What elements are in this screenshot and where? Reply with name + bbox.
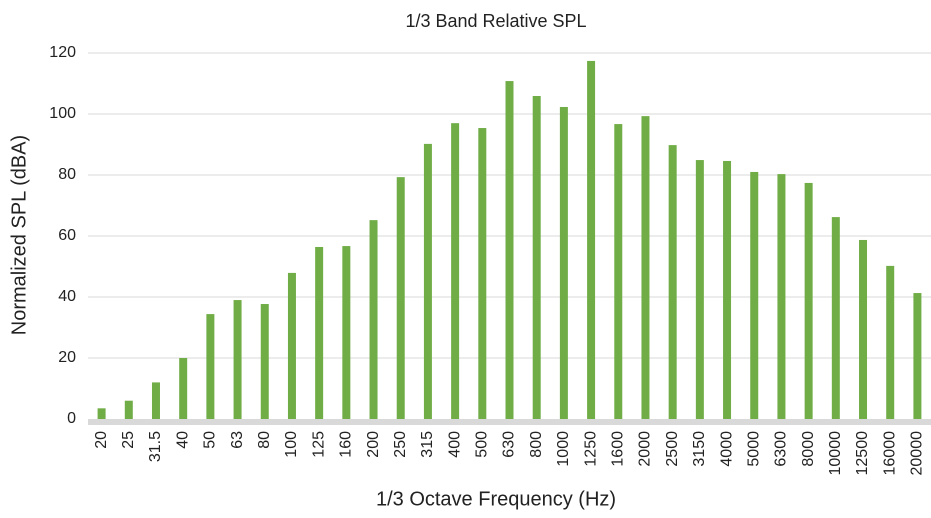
y-tick-label: 60: [58, 227, 76, 244]
y-tick-label: 80: [58, 166, 76, 183]
x-tick-label: 400: [446, 431, 463, 458]
x-tick-label: 315: [419, 431, 436, 458]
bar: [287, 272, 296, 419]
x-tick-label: 500: [474, 431, 491, 458]
bar: [587, 60, 596, 420]
x-tick-label: 630: [501, 431, 518, 458]
x-tick-label: 20: [93, 431, 110, 449]
bar: [451, 123, 460, 420]
bar: [124, 400, 133, 419]
bar: [614, 124, 623, 419]
x-tick-label: 3150: [691, 431, 708, 467]
x-tick-label: 1000: [555, 431, 572, 467]
bar: [478, 128, 487, 419]
y-tick-label: 120: [49, 44, 76, 61]
x-tick-label: 1250: [582, 431, 599, 467]
x-tick-label: 63: [229, 431, 246, 449]
x-tick-label: 2000: [637, 431, 654, 467]
bar: [206, 314, 215, 419]
bar: [777, 174, 786, 419]
x-tick-label: 125: [310, 431, 327, 458]
x-tick-label: 12500: [854, 431, 871, 476]
y-axis-title: Normalized SPL (dBA): [8, 135, 30, 335]
bar: [695, 160, 704, 419]
bar: [913, 293, 922, 419]
bar: [396, 177, 405, 419]
x-tick-label: 100: [283, 431, 300, 458]
x-tick-label: 5000: [745, 431, 762, 467]
x-tick-label: 40: [174, 431, 191, 449]
x-tick-label: 25: [120, 431, 137, 449]
bar: [233, 300, 242, 419]
chart-title: 1/3 Band Relative SPL: [405, 11, 586, 31]
bar: [886, 265, 895, 419]
bar: [260, 304, 269, 419]
bar: [315, 246, 324, 419]
bar: [342, 246, 351, 419]
bar: [179, 358, 188, 419]
bar: [750, 171, 759, 419]
x-tick-label: 160: [338, 431, 355, 458]
bar: [505, 81, 514, 419]
bar: [532, 96, 541, 419]
x-axis-title: 1/3 Octave Frequency (Hz): [376, 488, 616, 510]
y-tick-label: 40: [58, 288, 76, 305]
x-tick-label: 6300: [773, 431, 790, 467]
bar: [859, 239, 868, 419]
x-tick-label: 20000: [909, 431, 926, 476]
y-tick-label: 0: [67, 410, 76, 427]
bar: [668, 145, 677, 420]
bar: [831, 217, 840, 419]
x-tick-label: 4000: [718, 431, 735, 467]
y-tick-label: 20: [58, 349, 76, 366]
bar: [369, 220, 378, 419]
x-tick-label: 10000: [827, 431, 844, 476]
x-tick-label: 250: [392, 431, 409, 458]
bar: [804, 182, 813, 419]
x-tick-label: 1600: [609, 431, 626, 467]
x-tick-label: 31.5: [147, 431, 164, 462]
x-tick-label: 80: [256, 431, 273, 449]
bar: [641, 116, 650, 419]
bar: [723, 160, 732, 419]
x-tick-label: 200: [365, 431, 382, 458]
x-tick-label: 800: [528, 431, 545, 458]
x-tick-label: 2500: [664, 431, 681, 467]
x-tick-label: 16000: [881, 431, 898, 476]
bar: [559, 106, 568, 420]
x-tick-label: 50: [202, 431, 219, 449]
bar: [151, 382, 160, 419]
y-tick-label: 100: [49, 105, 76, 122]
bar: [97, 408, 106, 419]
bar: [423, 143, 432, 419]
x-tick-label: 8000: [800, 431, 817, 467]
